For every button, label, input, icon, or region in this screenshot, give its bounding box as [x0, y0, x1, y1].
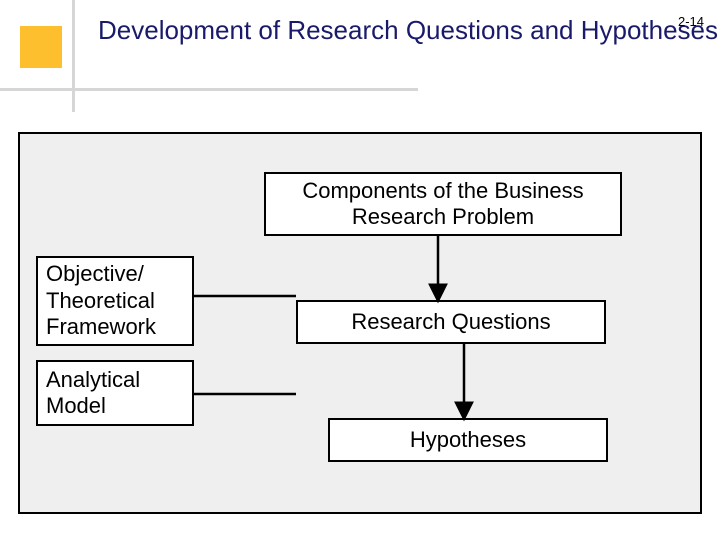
slide: Development of Research Questions and Hy…: [0, 0, 720, 540]
node-hypotheses: Hypotheses: [328, 418, 608, 462]
node-model: Analytical Model: [36, 360, 194, 426]
corner-accent-square: [20, 26, 62, 68]
corner-accent-hline: [0, 88, 418, 91]
corner-accent-vline: [72, 0, 75, 112]
page-number: 2-14: [678, 14, 704, 29]
slide-title: Development of Research Questions and Hy…: [98, 14, 718, 47]
node-rq: Research Questions: [296, 300, 606, 344]
node-framework: Objective/ Theoretical Framework: [36, 256, 194, 346]
node-components: Components of the Business Research Prob…: [264, 172, 622, 236]
